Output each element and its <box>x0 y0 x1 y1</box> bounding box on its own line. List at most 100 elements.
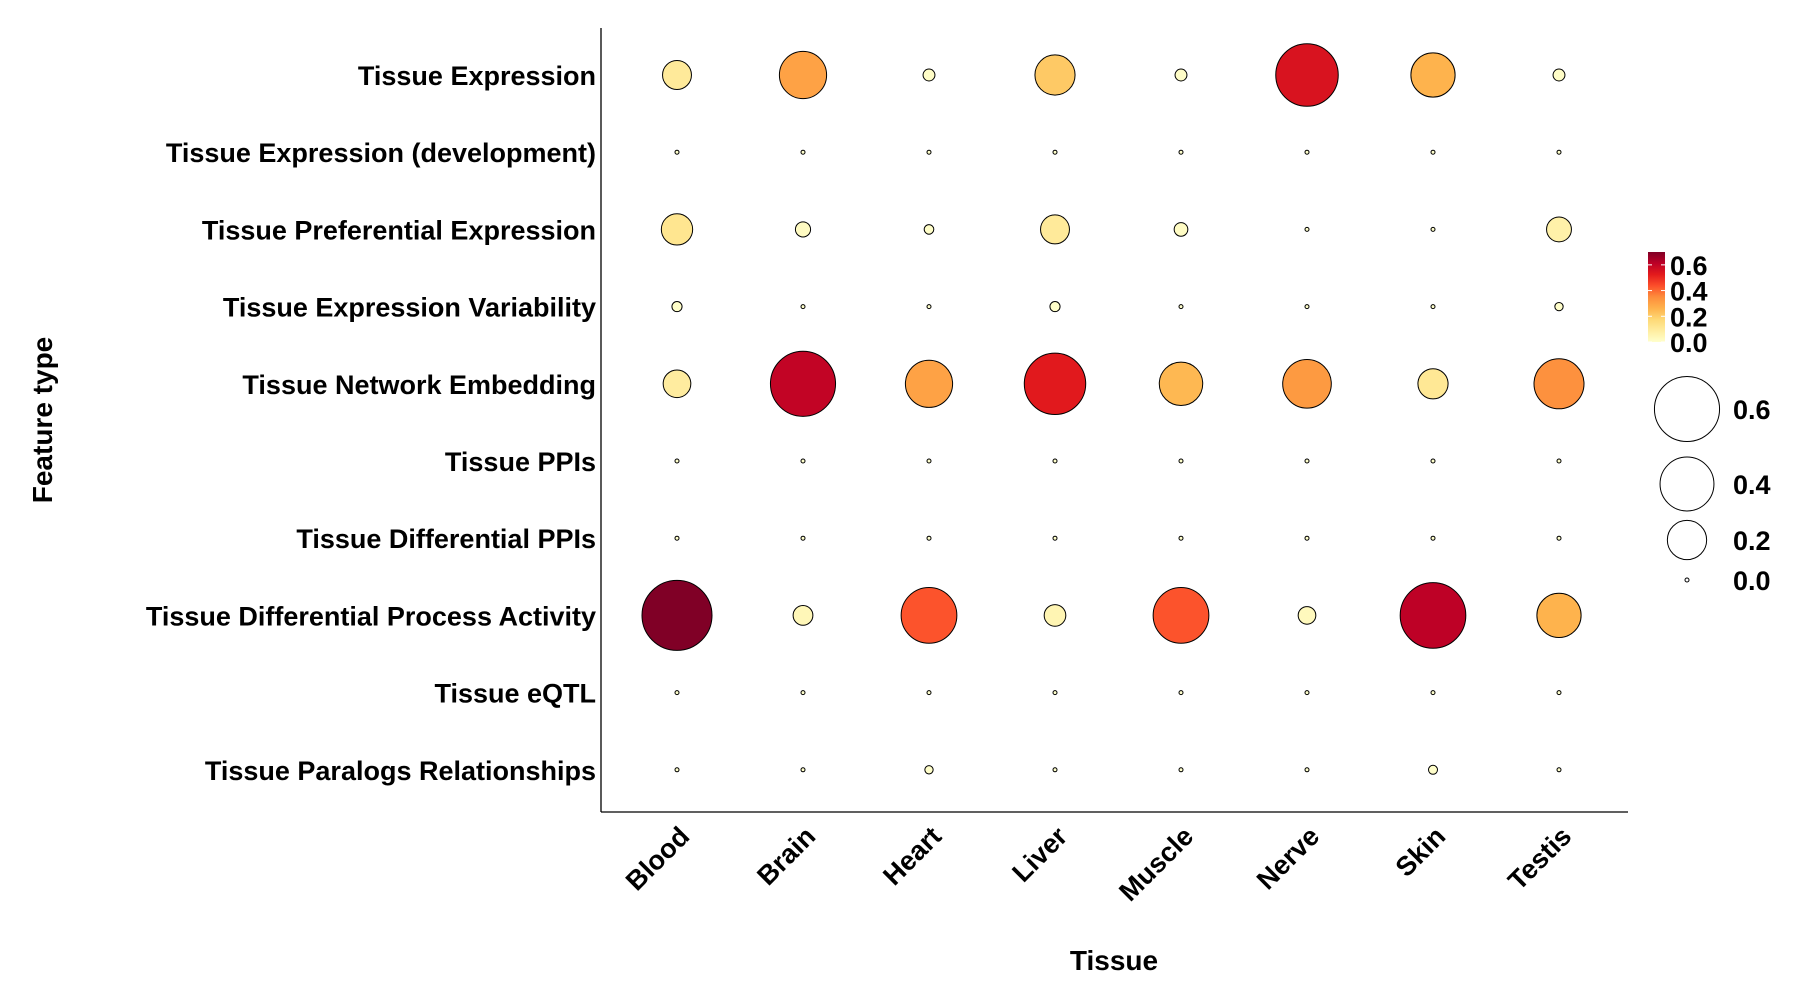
y-tick-label: Tissue Expression <box>358 61 596 91</box>
bubble-point <box>1052 535 1058 541</box>
bubble-point <box>1158 361 1204 407</box>
bubble-point <box>1178 149 1184 155</box>
size-legend-key <box>1659 456 1715 512</box>
colorbar-tick-label: 0.0 <box>1670 328 1708 358</box>
x-tick-label: Testis <box>1502 821 1577 896</box>
bubble-point <box>1430 458 1436 464</box>
size-legend-label: 0.4 <box>1733 470 1771 500</box>
bubble-point <box>1304 690 1310 696</box>
bubble-point <box>671 301 683 313</box>
size-legend: 0.6 0.4 0.2 0.0 <box>1653 375 1771 596</box>
x-tick-labels: Blood Brain Heart Liver Muscle Nerve Skin Testi… <box>620 821 1577 907</box>
x-tick-label: Muscle <box>1113 821 1199 907</box>
bubble-point <box>1040 214 1070 245</box>
bubble-point <box>1304 226 1310 232</box>
bubble-point <box>1410 52 1456 98</box>
bubble-point <box>926 304 932 310</box>
x-tick-label: Nerve <box>1251 821 1325 895</box>
bubble-point <box>926 690 932 696</box>
bubble-point <box>1430 304 1436 310</box>
bubble-point <box>1430 690 1436 696</box>
bubble-point <box>662 60 692 90</box>
bubble-point <box>1052 458 1058 464</box>
bubble-point <box>1152 587 1210 644</box>
bubble-point <box>1178 458 1184 464</box>
bubble-point <box>794 221 812 238</box>
y-tick-label: Tissue eQTL <box>434 679 596 709</box>
size-legend-label: 0.6 <box>1733 395 1771 425</box>
bubble-point <box>1178 535 1184 541</box>
bubble-point <box>800 304 806 310</box>
colorbar <box>1648 252 1665 342</box>
bubble-point <box>1174 68 1188 82</box>
bubble-point <box>800 535 806 541</box>
bubble-point <box>1552 68 1566 82</box>
bubble-point <box>1430 226 1436 232</box>
bubble-point <box>792 605 814 626</box>
bubble-point <box>926 535 932 541</box>
x-tick-label: Heart <box>877 821 947 891</box>
bubble-point <box>1556 458 1562 464</box>
bubble-point <box>1536 592 1582 639</box>
bubble-point <box>1556 767 1562 773</box>
y-tick-label: Tissue PPIs <box>445 447 596 477</box>
bubble-point <box>1052 767 1058 773</box>
bubble-point <box>1034 54 1076 96</box>
bubble-point <box>926 458 932 464</box>
x-tick-label: Blood <box>620 821 695 896</box>
y-tick-label: Tissue Expression Variability <box>223 293 596 323</box>
bubble-point <box>800 149 806 155</box>
bubble-point <box>1556 535 1562 541</box>
colorbar-tick-label: 0.4 <box>1670 277 1708 307</box>
bubble-point <box>1178 767 1184 773</box>
size-legend-label: 0.0 <box>1733 566 1771 596</box>
bubble-point <box>778 50 828 100</box>
size-legend-key <box>1684 577 1690 583</box>
colorbar-tick-label: 0.6 <box>1670 251 1708 281</box>
bubble-point <box>1304 535 1310 541</box>
bubble-point <box>660 213 694 246</box>
bubble-point <box>900 587 958 644</box>
size-legend-label: 0.2 <box>1733 526 1771 556</box>
bubble-point <box>1304 458 1310 464</box>
bubble-point <box>1043 604 1067 627</box>
bubble-point <box>922 68 936 82</box>
bubble-point <box>924 765 934 775</box>
bubble-point <box>1023 352 1087 416</box>
bubble-point <box>1052 149 1058 155</box>
bubble-point <box>769 350 837 417</box>
x-tick-label: Skin <box>1390 821 1452 883</box>
y-tick-label: Tissue Network Embedding <box>242 370 596 400</box>
bubble-point <box>1533 358 1585 410</box>
bubble-point <box>674 149 680 155</box>
bubble-point <box>1556 149 1562 155</box>
bubble-point <box>1052 690 1058 696</box>
bubble-point <box>1282 358 1332 409</box>
bubble-point <box>923 224 935 235</box>
y-tick-label: Tissue Paralogs Relationships <box>205 756 596 786</box>
bubble-point <box>1556 690 1562 696</box>
bubble-point <box>1049 301 1061 313</box>
bubble-point <box>1178 690 1184 696</box>
y-axis-title: Feature type <box>27 337 58 504</box>
bubble-point <box>1428 764 1438 775</box>
y-tick-label: Tissue Differential Process Activity <box>146 601 596 631</box>
y-tick-label: Tissue Preferential Expression <box>202 215 596 245</box>
colorbar-tick-label: 0.2 <box>1670 302 1708 332</box>
bubble-point <box>904 359 954 408</box>
bubble-point <box>926 149 932 155</box>
bubble-point <box>1430 535 1436 541</box>
bubble-point <box>1417 368 1449 400</box>
bubble-point <box>800 458 806 464</box>
bubble-point <box>662 369 692 399</box>
bubble-point <box>1304 304 1310 310</box>
x-axis-title: Tissue <box>1070 945 1158 976</box>
bubble-point <box>1275 43 1339 107</box>
bubble-point <box>674 690 680 696</box>
bubble-point <box>1304 149 1310 155</box>
bubble-point <box>641 579 713 651</box>
bubble-point <box>1297 606 1317 625</box>
bubble-point <box>674 535 680 541</box>
bubble-point <box>1304 767 1310 773</box>
bubble-point <box>1173 222 1189 237</box>
